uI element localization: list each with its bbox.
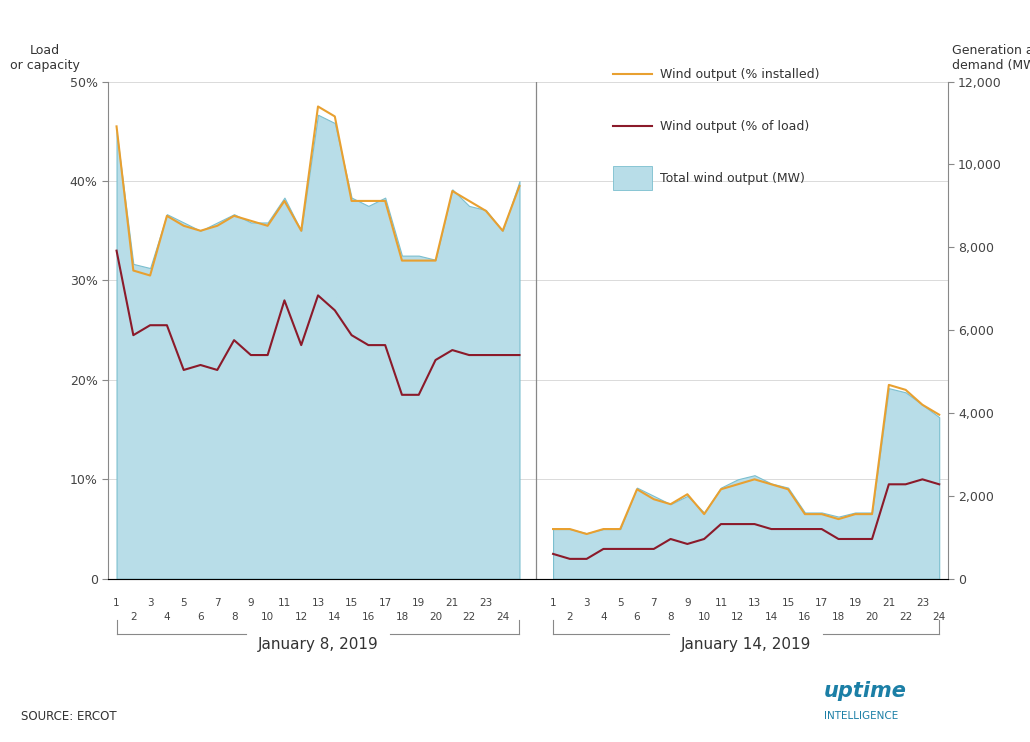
Text: 9: 9 [684, 598, 691, 608]
Text: INTELLIGENCE: INTELLIGENCE [824, 712, 898, 721]
Text: SOURCE: ERCOT: SOURCE: ERCOT [21, 710, 116, 723]
Text: 20: 20 [428, 612, 442, 622]
Text: 7: 7 [651, 598, 657, 608]
Text: 8: 8 [231, 612, 237, 622]
Text: 16: 16 [798, 612, 812, 622]
Text: 17: 17 [815, 598, 828, 608]
Text: 3: 3 [583, 598, 590, 608]
Text: 20: 20 [865, 612, 879, 622]
Y-axis label: Load
or capacity: Load or capacity [10, 44, 80, 72]
Text: 11: 11 [715, 598, 727, 608]
Text: 4: 4 [164, 612, 170, 622]
Text: 17: 17 [379, 598, 391, 608]
Text: 24: 24 [932, 612, 946, 622]
Text: 12: 12 [731, 612, 745, 622]
Text: 13: 13 [748, 598, 761, 608]
Text: January 14, 2019: January 14, 2019 [681, 637, 812, 651]
Text: 19: 19 [412, 598, 425, 608]
Text: 7: 7 [214, 598, 220, 608]
Text: uptime: uptime [824, 681, 906, 701]
Text: 11: 11 [278, 598, 291, 608]
Text: 4: 4 [600, 612, 607, 622]
Text: Wind output (% of load): Wind output (% of load) [660, 119, 810, 133]
Text: 18: 18 [396, 612, 409, 622]
Text: 1: 1 [550, 598, 556, 608]
Text: 15: 15 [345, 598, 358, 608]
Text: 13: 13 [311, 598, 324, 608]
Text: 12: 12 [295, 612, 308, 622]
Text: 23: 23 [479, 598, 492, 608]
Text: 10: 10 [697, 612, 711, 622]
Text: 18: 18 [832, 612, 845, 622]
Text: Wind output (% installed): Wind output (% installed) [660, 68, 820, 81]
Text: January 8, 2019: January 8, 2019 [258, 637, 378, 651]
Text: 23: 23 [916, 598, 929, 608]
Text: 1: 1 [113, 598, 119, 608]
Text: 9: 9 [247, 598, 254, 608]
Text: 10: 10 [261, 612, 274, 622]
Text: 21: 21 [446, 598, 459, 608]
Text: 3: 3 [147, 598, 153, 608]
Text: 2: 2 [130, 612, 137, 622]
Text: 16: 16 [362, 612, 375, 622]
Text: 5: 5 [617, 598, 623, 608]
Text: 8: 8 [667, 612, 674, 622]
Text: 5: 5 [180, 598, 187, 608]
Text: 2: 2 [566, 612, 573, 622]
Text: Total wind output (MW): Total wind output (MW) [660, 171, 805, 185]
Y-axis label: Generation and
demand (MW): Generation and demand (MW) [952, 44, 1030, 72]
Text: 19: 19 [849, 598, 862, 608]
Text: 6: 6 [633, 612, 641, 622]
Text: 21: 21 [883, 598, 895, 608]
Text: 14: 14 [329, 612, 341, 622]
Text: 22: 22 [462, 612, 476, 622]
Text: 22: 22 [899, 612, 913, 622]
Text: 14: 14 [764, 612, 778, 622]
Text: 6: 6 [197, 612, 204, 622]
Text: 15: 15 [782, 598, 795, 608]
Text: 24: 24 [496, 612, 509, 622]
